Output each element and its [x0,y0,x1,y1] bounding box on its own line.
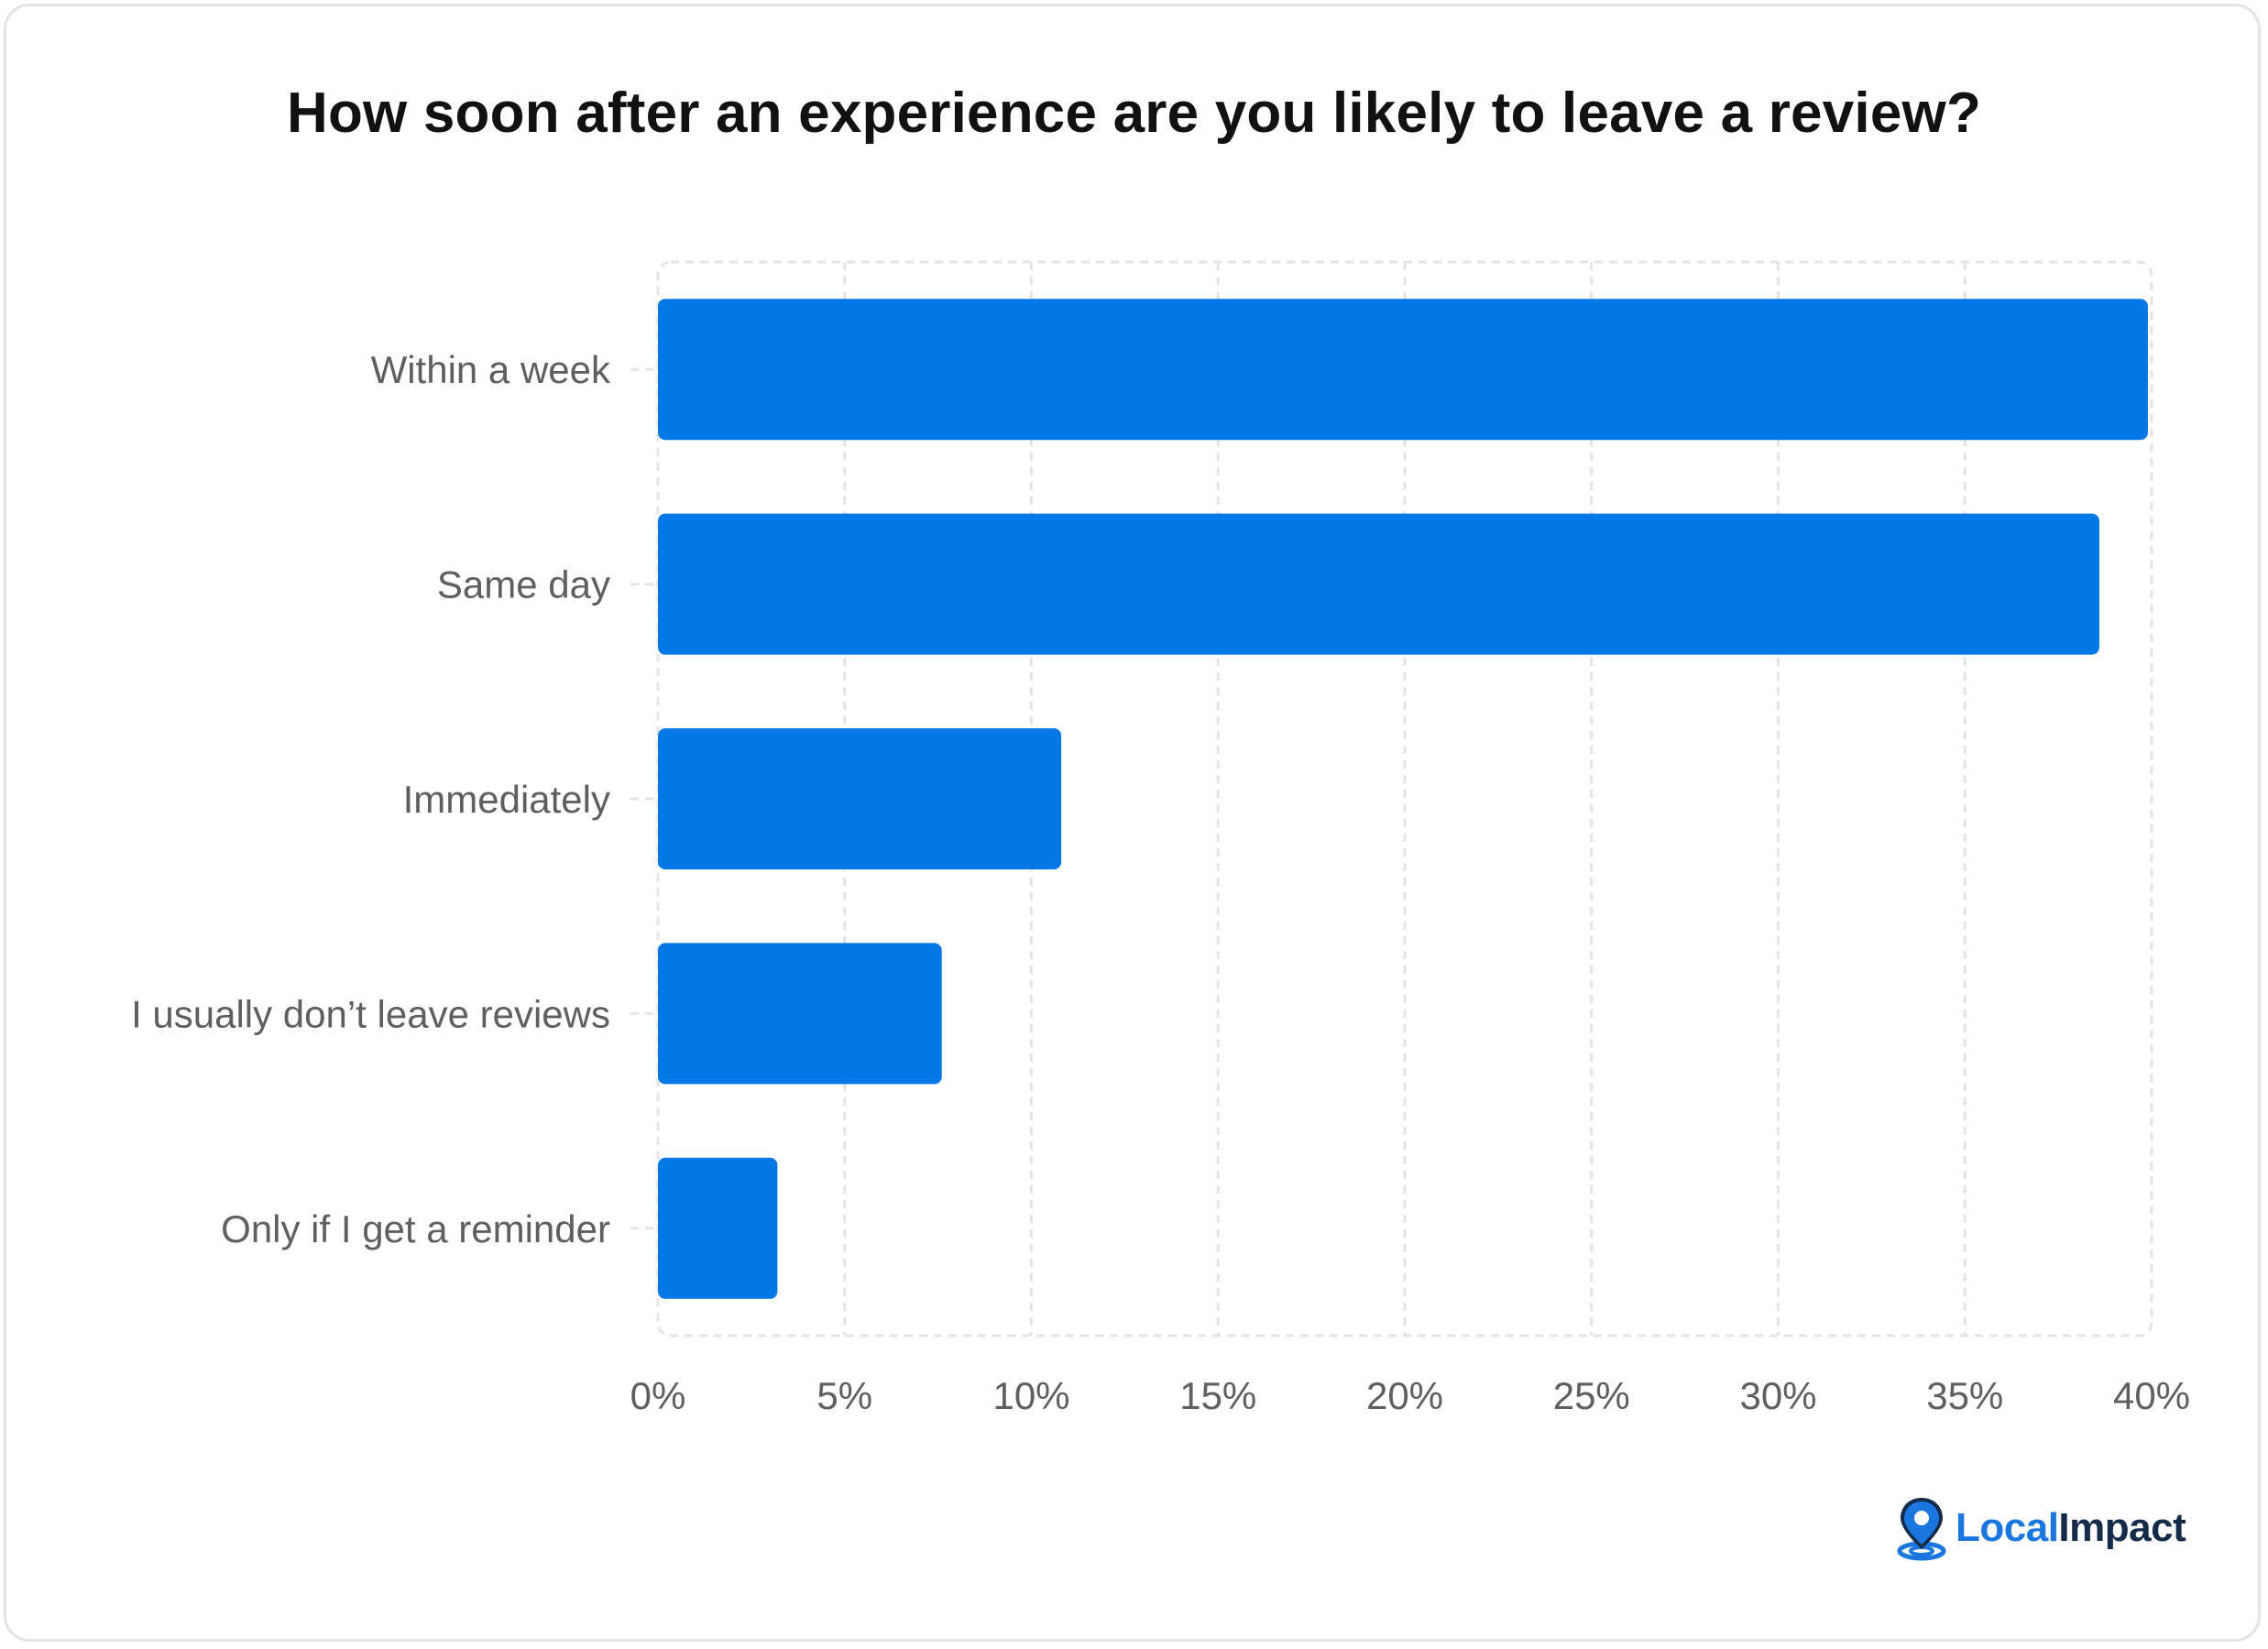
map-pin-icon [1897,1498,1946,1561]
x-tick-label: 25% [1553,1374,1630,1417]
category-label: I usually don’t leave reviews [131,992,610,1035]
category-label: Only if I get a reminder [221,1207,610,1250]
category-label: Within a week [371,348,611,391]
bar [658,1157,778,1299]
x-tick-label: 10% [992,1374,1069,1417]
bar [658,299,2148,441]
x-tick-label: 30% [1739,1374,1816,1417]
brand-logo: LocalImpact [1895,1491,2186,1565]
brand-name: LocalImpact [1956,1505,2186,1550]
bar [658,728,1062,869]
x-tick-label: 40% [2113,1374,2190,1417]
chart-card [4,4,2261,1642]
x-tick-label: 5% [816,1374,872,1417]
bar [658,513,2099,655]
category-label: Same day [437,563,610,606]
chart-title: How soon after an experience are you lik… [286,82,1982,145]
x-tick-label: 15% [1179,1374,1256,1417]
x-tick-label: 0% [630,1374,686,1417]
bar [658,943,942,1085]
category-label: Immediately [403,778,610,821]
x-tick-label: 35% [1926,1374,2003,1417]
x-tick-label: 20% [1366,1374,1443,1417]
